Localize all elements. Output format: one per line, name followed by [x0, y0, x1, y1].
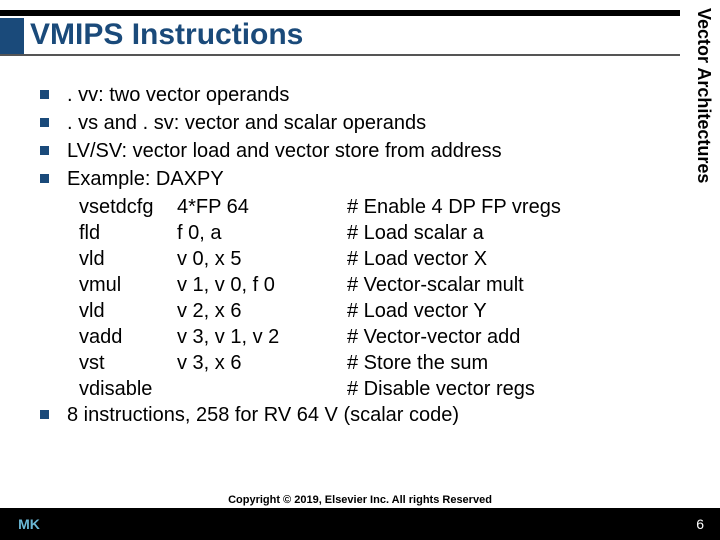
code-args: f 0, a [177, 220, 347, 246]
code-op: vld [67, 298, 177, 324]
title-row: VMIPS Instructions [0, 18, 680, 56]
code-line: vadd v 3, v 1, v 2 # Vector-vector add [67, 324, 680, 350]
content-area: . vv: two vector operands . vs and . sv:… [40, 82, 680, 430]
title-accent-box [0, 18, 24, 54]
code-line: fld f 0, a # Load scalar a [67, 220, 680, 246]
code-line: vst v 3, x 6 # Store the sum [67, 350, 680, 376]
code-line: vdisable # Disable vector regs [67, 376, 680, 402]
bullet-icon [40, 118, 49, 127]
code-comment: # Vector-scalar mult [347, 272, 680, 298]
code-args: v 0, x 5 [177, 246, 347, 272]
code-line: vld v 2, x 6 # Load vector Y [67, 298, 680, 324]
title-block: VMIPS Instructions [0, 10, 680, 56]
footer-bar: MK 6 [0, 508, 720, 540]
bullet-item: Example: DAXPY [40, 166, 680, 192]
code-args [177, 376, 347, 402]
code-comment: # Disable vector regs [347, 376, 680, 402]
code-op: vdisable [67, 376, 177, 402]
code-comment: # Load scalar a [347, 220, 680, 246]
bullet-item: . vs and . sv: vector and scalar operand… [40, 110, 680, 136]
bullet-icon [40, 174, 49, 183]
code-op: vsetdcfg [67, 194, 177, 220]
code-line: vmul v 1, v 0, f 0 # Vector-scalar mult [67, 272, 680, 298]
code-comment: # Load vector Y [347, 298, 680, 324]
code-args: v 3, x 6 [177, 350, 347, 376]
code-line: vld v 0, x 5 # Load vector X [67, 246, 680, 272]
bullet-item: LV/SV: vector load and vector store from… [40, 138, 680, 164]
code-op: vadd [67, 324, 177, 350]
code-comment: # Enable 4 DP FP vregs [347, 194, 680, 220]
code-args: v 3, v 1, v 2 [177, 324, 347, 350]
publisher-logo: MK [8, 512, 50, 536]
bullet-item: . vv: two vector operands [40, 82, 680, 108]
logo-text: MK [18, 517, 40, 531]
code-line: vsetdcfg 4*FP 64 # Enable 4 DP FP vregs [67, 194, 680, 220]
code-args: 4*FP 64 [177, 194, 347, 220]
slide-title: VMIPS Instructions [30, 18, 303, 54]
bullet-icon [40, 146, 49, 155]
bullet-text: . vs and . sv: vector and scalar operand… [67, 110, 426, 136]
code-op: vld [67, 246, 177, 272]
code-block: vsetdcfg 4*FP 64 # Enable 4 DP FP vregs … [67, 194, 680, 402]
title-rule [0, 10, 680, 16]
section-label: Vector Architectures [693, 8, 714, 183]
bullet-text: Example: DAXPY [67, 166, 224, 192]
code-op: fld [67, 220, 177, 246]
page-number: 6 [696, 516, 704, 532]
copyright-text: Copyright © 2019, Elsevier Inc. All righ… [0, 494, 720, 506]
bullet-icon [40, 410, 49, 419]
bullet-item: 8 instructions, 258 for RV 64 V (scalar … [40, 402, 680, 428]
code-op: vst [67, 350, 177, 376]
bullet-icon [40, 90, 49, 99]
code-args: v 1, v 0, f 0 [177, 272, 347, 298]
bullet-text: . vv: two vector operands [67, 82, 289, 108]
code-comment: # Vector-vector add [347, 324, 680, 350]
bullet-text: 8 instructions, 258 for RV 64 V (scalar … [67, 402, 459, 428]
bullet-text: LV/SV: vector load and vector store from… [67, 138, 502, 164]
code-comment: # Load vector X [347, 246, 680, 272]
code-op: vmul [67, 272, 177, 298]
code-comment: # Store the sum [347, 350, 680, 376]
code-args: v 2, x 6 [177, 298, 347, 324]
